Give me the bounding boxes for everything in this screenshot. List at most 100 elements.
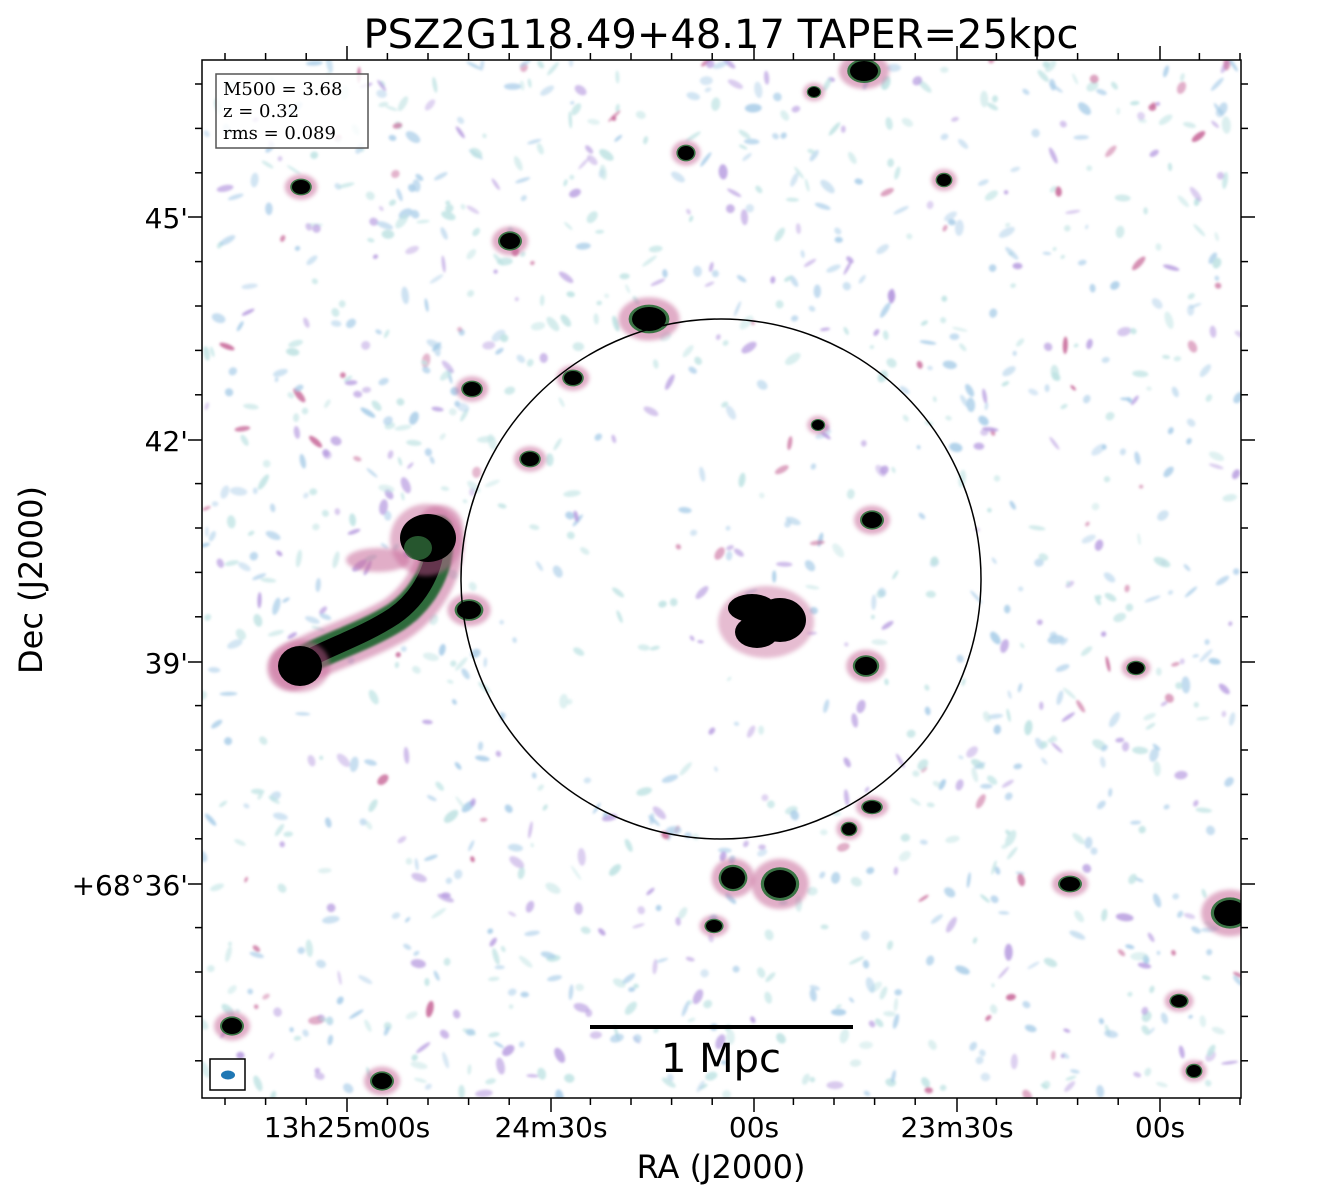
noise-blob — [503, 83, 522, 90]
noise-blob — [764, 991, 773, 1004]
noise-blob — [1127, 991, 1133, 997]
noise-blob — [314, 1067, 321, 1074]
noise-blob — [599, 164, 607, 180]
noise-blob — [495, 750, 502, 757]
noise-blob — [1212, 257, 1222, 269]
noise-blob — [932, 780, 941, 788]
noise-blob — [1163, 804, 1170, 810]
noise-blob — [253, 1075, 263, 1092]
noise-blob — [421, 360, 428, 365]
info-box — [215, 73, 369, 149]
noise-blob — [294, 384, 304, 392]
noise-blob — [635, 110, 646, 119]
noise-blob — [920, 320, 928, 326]
noise-blob — [304, 616, 320, 624]
noise-blob — [1189, 186, 1202, 202]
noise-blob — [991, 983, 995, 988]
noise-blob — [1012, 262, 1023, 270]
noise-blob — [675, 544, 682, 550]
noise-blob — [445, 204, 454, 213]
noise-blob — [204, 402, 210, 411]
noise-blob — [372, 254, 379, 260]
noise-blob — [741, 341, 757, 354]
noise-blob — [309, 435, 323, 448]
compact-source — [1052, 871, 1088, 897]
noise-blob — [1013, 763, 1023, 770]
noise-blob — [515, 177, 531, 184]
noise-blob — [652, 359, 659, 369]
noise-blob — [297, 946, 305, 955]
noise-blob — [422, 366, 431, 374]
noise-blob — [525, 900, 535, 913]
source-core — [812, 420, 824, 430]
noise-blob — [902, 414, 909, 422]
noise-blob — [1081, 534, 1096, 544]
noise-blob — [740, 209, 749, 226]
noise-blob — [479, 817, 488, 822]
noise-blob — [293, 388, 306, 403]
noise-blob — [460, 408, 469, 422]
noise-blob — [482, 133, 487, 139]
noise-blob — [267, 630, 284, 637]
source-core — [463, 382, 481, 396]
noise-blob — [1223, 60, 1231, 71]
noise-blob — [241, 283, 258, 290]
noise-blob — [268, 1052, 275, 1060]
noise-blob — [470, 856, 475, 863]
noise-blob — [1105, 411, 1115, 421]
noise-blob — [1210, 77, 1224, 91]
noise-blob — [868, 1020, 876, 1028]
noise-blob — [1211, 120, 1219, 128]
noise-blob — [346, 318, 356, 329]
noise-blob — [318, 1017, 334, 1023]
noise-blob — [470, 798, 476, 807]
noise-blob — [699, 76, 713, 86]
noise-blob — [573, 647, 585, 656]
noise-blob — [848, 151, 857, 164]
noise-blob — [575, 242, 591, 250]
noise-blob — [359, 818, 367, 826]
noise-blob — [531, 772, 537, 779]
beam-ellipse — [221, 1070, 235, 1080]
noise-blob — [1049, 631, 1057, 639]
noise-blob — [955, 965, 970, 975]
noise-blob — [309, 488, 318, 496]
noise-blob — [241, 308, 255, 316]
noise-blob — [466, 61, 481, 70]
noise-blob — [287, 632, 298, 640]
noise-blob — [1137, 111, 1145, 121]
noise-blob — [540, 951, 556, 959]
noise-blob — [321, 509, 329, 517]
noise-blob — [1214, 275, 1220, 281]
noise-blob — [1167, 427, 1174, 435]
noise-blob — [1036, 619, 1043, 626]
noise-blob — [700, 969, 709, 978]
noise-blob — [456, 403, 470, 412]
noise-blob — [226, 515, 236, 529]
noise-blob — [1137, 962, 1152, 969]
source-core — [842, 823, 856, 835]
noise-blob — [1116, 107, 1121, 115]
noise-blob — [658, 600, 667, 608]
compact-source — [846, 649, 886, 683]
noise-blob — [1015, 871, 1025, 875]
noise-blob — [1191, 131, 1206, 142]
noise-blob — [1208, 252, 1218, 264]
noise-blob — [265, 202, 273, 216]
noise-blob — [715, 334, 721, 340]
noise-blob — [1138, 825, 1146, 834]
noise-blob — [424, 448, 433, 457]
noise-blob — [288, 339, 303, 348]
noise-blob — [883, 1011, 896, 1017]
noise-blob — [252, 487, 258, 495]
noise-blob — [494, 965, 505, 970]
noise-blob — [692, 989, 704, 1005]
noise-blob — [413, 950, 420, 956]
noise-blob — [991, 557, 997, 564]
noise-blob — [993, 475, 1001, 482]
noise-blob — [984, 402, 989, 411]
noise-blob — [685, 956, 695, 962]
noise-blob — [843, 789, 850, 806]
noise-blob — [1082, 863, 1092, 873]
noise-blob — [826, 1081, 844, 1090]
